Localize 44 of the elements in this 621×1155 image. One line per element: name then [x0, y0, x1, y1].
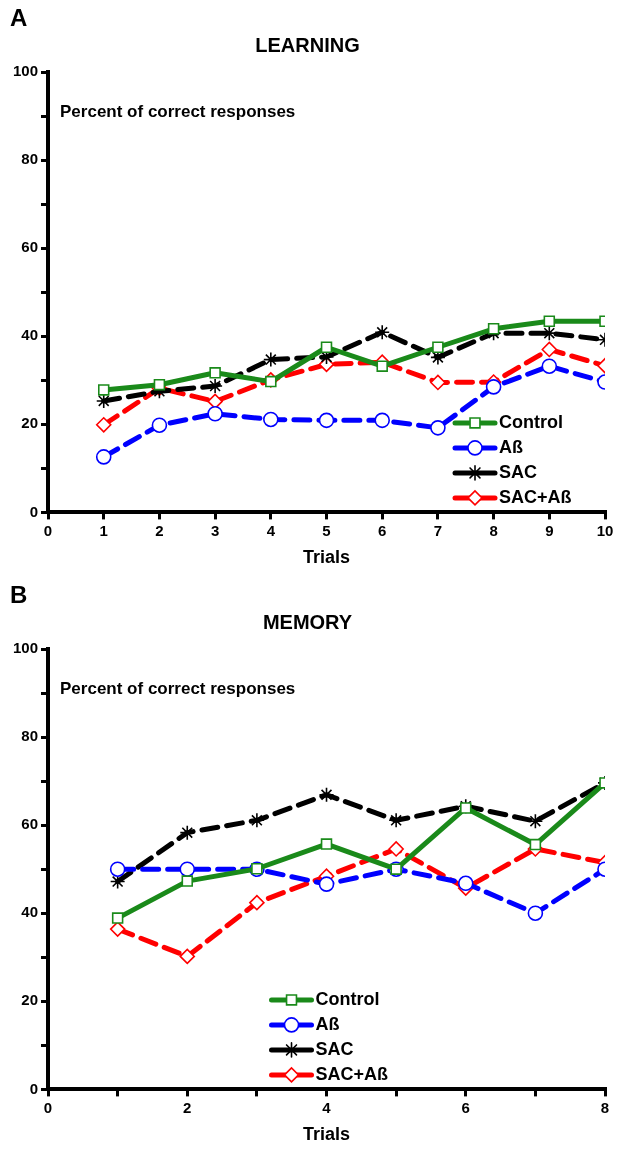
y-tick-label: 100: [13, 639, 39, 657]
y-tick-label: 100: [13, 62, 39, 80]
x-tick-label: 2: [155, 521, 164, 539]
x-axis-title: Trials: [303, 547, 351, 568]
y-axis-title: Percent of correct responses: [60, 102, 296, 121]
y-tick-label: 40: [21, 903, 39, 921]
chart-title: LEARNING: [255, 33, 360, 56]
legend-label: Control: [315, 988, 380, 1009]
y-tick-label: 0: [29, 502, 39, 520]
legend-label: SAC: [315, 1038, 354, 1059]
y-axis-title: Percent of correct responses: [60, 679, 296, 698]
y-tick-label: 60: [21, 815, 39, 833]
y-tick-label: 60: [21, 238, 39, 256]
x-tick-label: 2: [183, 1098, 192, 1116]
x-tick-label: 4: [322, 1098, 332, 1116]
y-tick-label: 20: [21, 991, 39, 1009]
legend-label: SAC+Aß: [499, 486, 572, 507]
text: A: [10, 4, 28, 31]
x-tick-label: 6: [378, 521, 387, 539]
y-tick-label: 40: [21, 326, 39, 344]
legend-label: SAC+Aß: [315, 1063, 389, 1084]
x-tick-label: 0: [43, 1098, 53, 1116]
legend-label: Aß: [499, 436, 523, 457]
x-tick-label: 7: [433, 521, 443, 539]
y-tick-label: 20: [21, 414, 39, 432]
y-tick-label: 80: [21, 727, 39, 745]
text: B: [10, 581, 28, 608]
legend-label: SAC: [499, 461, 538, 482]
x-tick-label: 5: [322, 521, 331, 539]
legend-label: Aß: [315, 1013, 340, 1034]
x-axis-title: Trials: [303, 1124, 351, 1145]
x-tick-label: 8: [489, 521, 498, 539]
x-tick-label: 1: [99, 521, 108, 539]
y-tick-label: 80: [21, 150, 39, 168]
x-tick-label: 8: [600, 1098, 610, 1116]
legend-label: Control: [499, 411, 563, 432]
x-tick-label: 4: [266, 521, 276, 539]
x-tick-label: 6: [461, 1098, 470, 1116]
x-tick-label: 3: [210, 521, 220, 539]
x-tick-label: 9: [545, 521, 554, 539]
chart-title: MEMORY: [262, 610, 353, 633]
x-tick-label: 10: [596, 521, 614, 539]
y-tick-label: 0: [29, 1079, 39, 1097]
x-tick-label: 0: [43, 521, 53, 539]
